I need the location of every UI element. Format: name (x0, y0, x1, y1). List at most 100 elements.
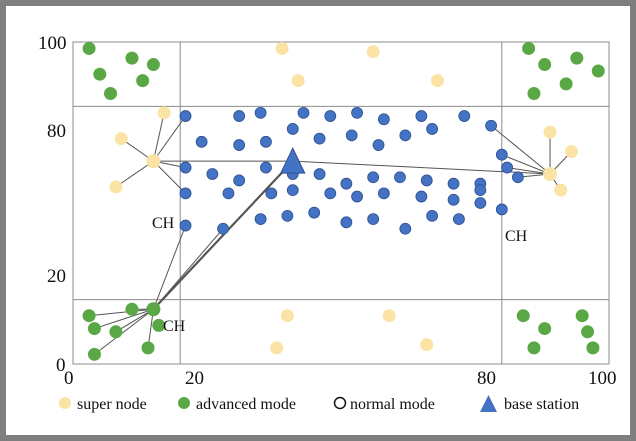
normal-node (501, 161, 514, 174)
y-tick-20: 20 (47, 266, 66, 287)
link-arrow (94, 308, 154, 355)
normal-node (286, 184, 299, 197)
advanced-node (87, 347, 101, 361)
x-tick-0: 0 (64, 368, 74, 389)
super-node (157, 106, 171, 120)
normal-node (297, 106, 310, 119)
advanced-node (527, 341, 541, 355)
normal-node (206, 168, 219, 180)
ch-label-left: CH (152, 215, 175, 232)
normal-node (281, 209, 294, 222)
sensor-nodes (82, 41, 605, 361)
x-tick-20: 20 (185, 368, 204, 389)
advanced-node (538, 322, 552, 336)
super-node (564, 144, 578, 158)
x-tick-100: 100 (588, 368, 617, 389)
advanced-node (586, 341, 600, 355)
normal-node (179, 187, 192, 200)
normal-node (420, 174, 433, 187)
legend-advanced-swatch (178, 397, 190, 409)
normal-node (511, 171, 524, 184)
legend-super-label: super node (77, 396, 147, 413)
normal-node (351, 190, 363, 203)
super-node (270, 341, 284, 355)
advanced-node (538, 58, 552, 72)
normal-node (345, 129, 358, 142)
legend-advanced-label: advanced mode (196, 396, 296, 413)
normal-node (399, 129, 412, 142)
advanced-node (104, 87, 118, 101)
link-arrow (94, 308, 154, 330)
x-tick-80: 80 (477, 368, 496, 389)
normal-node (474, 197, 487, 209)
y-tick-100: 100 (38, 33, 67, 54)
normal-node (447, 177, 460, 190)
super-node (382, 309, 396, 323)
link-arrow (152, 160, 293, 310)
x-axis-ticks: 0 20 80 100 (64, 368, 617, 389)
normal-node (308, 206, 321, 219)
normal-node (394, 171, 406, 184)
advanced-node (559, 77, 573, 91)
link-arrow (507, 167, 551, 177)
link-arrow (152, 160, 186, 194)
legend-base-swatch (480, 395, 497, 412)
ch-label-bottom: CH (163, 318, 186, 335)
super-node (543, 125, 557, 139)
advanced-node (87, 322, 101, 336)
link-arrow (501, 154, 551, 175)
base-station-marker (279, 146, 306, 174)
normal-node (415, 190, 428, 203)
link-arrow (152, 225, 187, 310)
advanced-node (93, 67, 107, 81)
legend-normal-label: normal mode (350, 396, 435, 413)
normal-node (179, 219, 192, 232)
normal-node (351, 106, 363, 119)
super-node (420, 338, 434, 352)
normal-node (179, 110, 192, 122)
normal-node (453, 213, 465, 226)
y-tick-0: 0 (56, 355, 66, 376)
base-station-triangle (279, 146, 306, 174)
advanced-node (125, 302, 139, 316)
normal-node (458, 110, 471, 122)
normal-node (495, 148, 508, 161)
super-node (109, 180, 123, 194)
normal-node (495, 203, 508, 216)
super-node (114, 132, 128, 146)
link-arrow (151, 112, 165, 162)
legend-base-label: base station (504, 396, 579, 413)
y-axis-ticks: 100 80 20 0 (38, 33, 67, 376)
normal-node (324, 110, 337, 122)
super-node (275, 41, 289, 55)
normal-node (260, 135, 272, 148)
advanced-node (109, 325, 123, 339)
super-node (291, 74, 305, 88)
normal-node (233, 139, 246, 151)
normal-node (254, 213, 267, 226)
normal-node (254, 106, 267, 119)
link-arrow (152, 115, 186, 162)
advanced-node (125, 51, 139, 65)
normal-node (377, 187, 390, 200)
normal-node (485, 119, 497, 132)
link-arrow (115, 160, 154, 188)
normal-node (447, 193, 460, 206)
advanced-node (570, 51, 584, 65)
advanced-node (141, 341, 155, 355)
normal-node (195, 135, 208, 148)
super-node (430, 74, 444, 88)
normal-node (367, 171, 380, 184)
normal-node (222, 187, 235, 200)
super-node (554, 183, 568, 197)
normal-node (313, 168, 326, 180)
normal-node (217, 222, 229, 235)
ch-labels: CH CH CH (152, 215, 528, 335)
normal-node (340, 216, 353, 229)
normal-node (367, 213, 380, 226)
legend: super node advanced mode normal mode bas… (59, 395, 579, 413)
normal-node (415, 110, 428, 122)
normal-node (313, 132, 326, 145)
cluster-head-node (543, 167, 558, 182)
